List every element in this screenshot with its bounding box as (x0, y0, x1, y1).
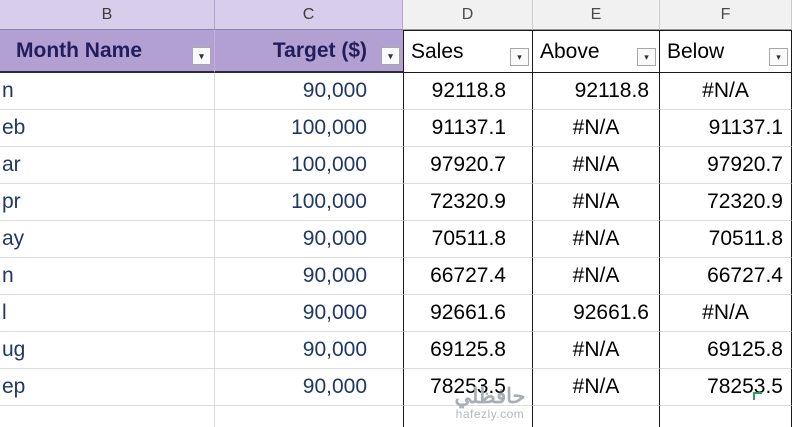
empty-cell[interactable] (660, 406, 792, 427)
header-cell-below[interactable]: Below ▾ (660, 30, 792, 73)
above-cell[interactable]: #N/A (533, 369, 660, 406)
sales-cell[interactable]: 72320.9 (403, 184, 533, 221)
filter-button-month[interactable]: ▾ (192, 47, 211, 65)
table-row: ay 90,000 70511.8 #N/A 70511.8 (0, 221, 792, 258)
target-cell[interactable]: 90,000 (215, 295, 403, 332)
sales-cell[interactable]: 91137.1 (403, 110, 533, 147)
header-month-label: Month Name (16, 38, 142, 62)
target-cell[interactable]: 100,000 (215, 147, 403, 184)
column-header-e[interactable]: E (533, 0, 660, 30)
below-cell[interactable]: 97920.7 (660, 147, 792, 184)
chevron-down-icon: ▾ (644, 51, 649, 62)
partial-row (0, 406, 792, 427)
column-letter-bar: B C D E F (0, 0, 792, 30)
header-above-label: Above (540, 39, 600, 63)
month-cell[interactable]: ay (0, 221, 215, 258)
month-cell[interactable]: pr (0, 184, 215, 221)
target-cell[interactable]: 100,000 (215, 184, 403, 221)
above-cell[interactable]: #N/A (533, 221, 660, 258)
empty-cell[interactable] (533, 406, 660, 427)
sheet-body: n 90,000 92118.8 92118.8 #N/A eb 100,000 91137.… (0, 73, 792, 406)
table-row: ug 90,000 69125.8 #N/A 69125.8 (0, 332, 792, 369)
header-cell-above[interactable]: Above ▾ (533, 30, 660, 73)
above-cell[interactable]: 92118.8 (533, 73, 660, 110)
chevron-down-icon: ▾ (199, 50, 204, 61)
month-cell[interactable]: ug (0, 332, 215, 369)
header-below-label: Below (667, 39, 725, 63)
filter-button-sales[interactable]: ▾ (510, 48, 529, 66)
table-row: l 90,000 92661.6 92661.6 #N/A (0, 295, 792, 332)
empty-cell[interactable] (0, 406, 215, 427)
sales-cell[interactable]: 66727.4 (403, 258, 533, 295)
empty-cell[interactable] (403, 406, 533, 427)
header-target-label: Target ($) (272, 38, 367, 62)
above-cell[interactable]: #N/A (533, 110, 660, 147)
sales-cell[interactable]: 78253.5 (403, 369, 533, 406)
below-cell[interactable]: 78253.5 (660, 369, 792, 406)
below-cell[interactable]: 91137.1 (660, 110, 792, 147)
month-cell[interactable]: ar (0, 147, 215, 184)
chevron-down-icon: ▾ (517, 51, 522, 62)
header-cell-sales[interactable]: Sales ▾ (403, 30, 533, 73)
target-cell[interactable]: 90,000 (215, 258, 403, 295)
header-cell-target[interactable]: Target ($) ▾ (215, 30, 403, 73)
target-cell[interactable]: 100,000 (215, 110, 403, 147)
filter-button-below[interactable]: ▾ (769, 48, 788, 66)
below-cell[interactable]: 70511.8 (660, 221, 792, 258)
target-cell[interactable]: 90,000 (215, 221, 403, 258)
below-cell[interactable]: 66727.4 (660, 258, 792, 295)
above-cell[interactable]: #N/A (533, 147, 660, 184)
column-header-b[interactable]: B (0, 0, 215, 30)
filter-button-target[interactable]: ▾ (381, 47, 400, 65)
selection-corner-marker (753, 392, 762, 400)
below-cell[interactable]: #N/A (660, 73, 792, 110)
empty-cell[interactable] (215, 406, 403, 427)
sales-cell[interactable]: 69125.8 (403, 332, 533, 369)
table-row: ep 90,000 78253.5 #N/A 78253.5 (0, 369, 792, 406)
month-cell[interactable]: eb (0, 110, 215, 147)
below-cell[interactable]: 69125.8 (660, 332, 792, 369)
month-cell[interactable]: n (0, 73, 215, 110)
column-header-f[interactable]: F (660, 0, 792, 30)
month-cell[interactable]: n (0, 258, 215, 295)
header-sales-label: Sales (411, 39, 464, 63)
sales-cell[interactable]: 92118.8 (403, 73, 533, 110)
header-cell-month-name[interactable]: Month Name ▾ (0, 30, 215, 73)
table-row: n 90,000 92118.8 92118.8 #N/A (0, 73, 792, 110)
chevron-down-icon: ▾ (776, 51, 781, 62)
sales-cell[interactable]: 92661.6 (403, 295, 533, 332)
table-row: ar 100,000 97920.7 #N/A 97920.7 (0, 147, 792, 184)
table-row: eb 100,000 91137.1 #N/A 91137.1 (0, 110, 792, 147)
column-header-c[interactable]: C (215, 0, 403, 30)
table-header-row: Month Name ▾ Target ($) ▾ Sales ▾ Above … (0, 30, 792, 73)
filter-button-above[interactable]: ▾ (637, 48, 656, 66)
above-cell[interactable]: #N/A (533, 258, 660, 295)
below-cell[interactable]: #N/A (660, 295, 792, 332)
above-cell[interactable]: #N/A (533, 184, 660, 221)
above-cell[interactable]: #N/A (533, 332, 660, 369)
above-cell[interactable]: 92661.6 (533, 295, 660, 332)
sales-cell[interactable]: 97920.7 (403, 147, 533, 184)
month-cell[interactable]: ep (0, 369, 215, 406)
target-cell[interactable]: 90,000 (215, 332, 403, 369)
month-cell[interactable]: l (0, 295, 215, 332)
below-cell[interactable]: 72320.9 (660, 184, 792, 221)
table-row: pr 100,000 72320.9 #N/A 72320.9 (0, 184, 792, 221)
target-cell[interactable]: 90,000 (215, 73, 403, 110)
sales-cell[interactable]: 70511.8 (403, 221, 533, 258)
table-row: n 90,000 66727.4 #N/A 66727.4 (0, 258, 792, 295)
chevron-down-icon: ▾ (388, 50, 393, 61)
target-cell[interactable]: 90,000 (215, 369, 403, 406)
column-header-d[interactable]: D (403, 0, 533, 30)
